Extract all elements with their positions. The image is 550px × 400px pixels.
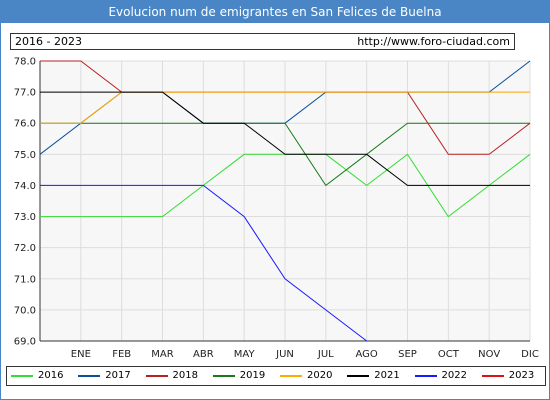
x-tick-label: JUN [275,349,294,360]
x-tick-label: NOV [478,349,500,360]
period-label: 2016 - 2023 [15,35,82,48]
legend-swatch [78,375,101,377]
legend-item-2022: 2022 [414,367,478,385]
legend-item-2021: 2021 [347,367,410,385]
y-tick-label: 70.0 [14,305,36,316]
legend-item-2023: 2023 [481,367,545,385]
legend-swatch [145,375,168,377]
y-tick-label: 74.0 [14,181,36,192]
legend-item-2016: 2016 [11,367,74,385]
y-tick-label: 76.0 [14,119,36,130]
tick-labels: 69.0 70.0 71.0 72.0 73.0 74.0 75.0 76.0 77.0 78.0… [14,57,539,361]
x-tick-label: JUL [317,349,334,360]
legend-item-2018: 2018 [145,367,209,385]
legend-label: 2020 [307,370,333,381]
series-line-2019 [40,122,530,187]
x-tick-label: DIC [521,349,539,360]
x-tick-label: MAY [234,349,256,360]
axes [39,61,530,342]
legend-swatch [414,375,437,377]
x-tick-label: ABR [193,349,214,360]
legend-swatch [280,375,302,377]
x-tick-label: SEP [398,349,417,360]
chart-title: Evolucion num de emigrantes en San Felic… [1,1,549,23]
legend-swatch [11,375,33,377]
series-line-2022 [40,184,368,342]
legend-label: 2016 [38,370,64,381]
legend-swatch [212,375,235,377]
x-tick-label: MAR [151,349,173,360]
series-lines [39,60,531,342]
x-tick-label: OCT [438,349,460,360]
y-tick-label: 71.0 [14,274,36,285]
legend-label: 2023 [508,370,535,381]
x-tick-label: ENE [71,349,91,360]
y-tick-label: 73.0 [14,212,36,223]
legend-swatch [347,375,370,377]
legend-label: 2019 [239,370,266,381]
legend-label: 2018 [172,370,198,381]
x-tick-label: FEB [112,349,131,360]
y-tick-label: 72.0 [14,243,36,254]
y-tick-label: 78.0 [14,57,36,68]
info-box: 2016 - 2023 http://www.foro-ciudad.com [10,33,515,50]
y-tick-label: 75.0 [14,150,36,161]
legend-label: 2022 [441,370,467,381]
legend: 2016 2017 2018 2019 2020 2021 2022 2023 [6,366,546,386]
legend-label: 2017 [105,370,131,381]
legend-item-2020: 2020 [280,367,343,385]
legend-item-2019: 2019 [212,367,276,385]
source-link[interactable]: http://www.foro-ciudad.com [357,35,510,48]
legend-item-2017: 2017 [78,367,141,385]
x-tick-label: AGO [356,349,378,360]
y-tick-label: 77.0 [14,88,36,99]
y-tick-label: 69.0 [14,337,36,348]
series-line-2021 [40,91,530,186]
legend-swatch [481,375,504,377]
legend-label: 2021 [374,370,400,381]
